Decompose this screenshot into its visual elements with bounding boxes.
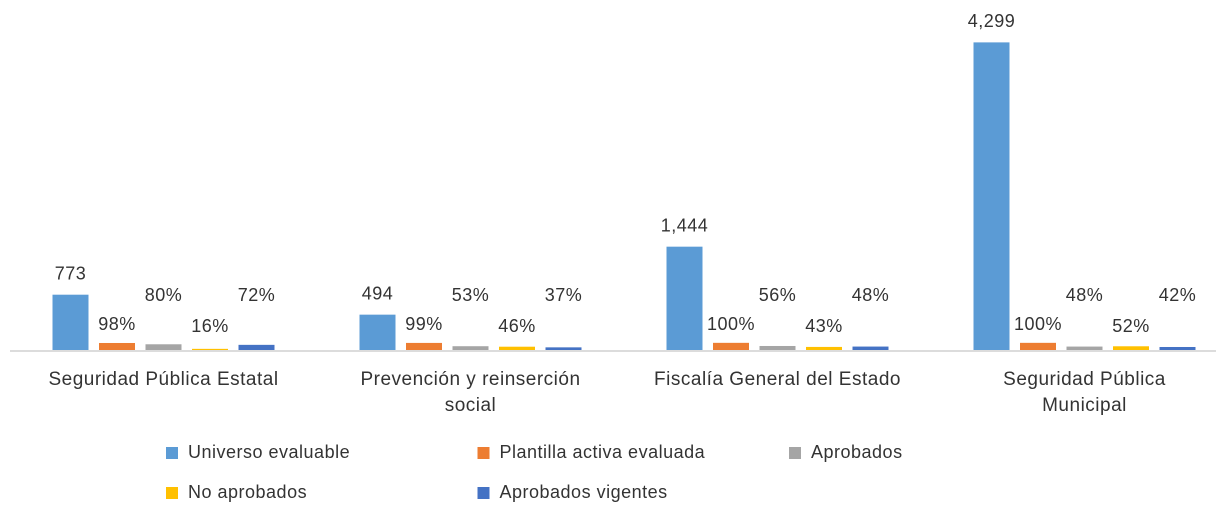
bar: [192, 348, 228, 350]
bar: [1159, 346, 1196, 350]
bar: [145, 344, 182, 350]
data-label: 494: [362, 283, 394, 303]
data-label: 100%: [707, 314, 755, 334]
bar: [713, 342, 749, 350]
legend-swatch: [789, 447, 801, 459]
data-label: 72%: [238, 285, 276, 305]
legend-label: Aprobados: [811, 442, 903, 462]
data-label: 56%: [759, 285, 797, 305]
x-tick-label: Fiscalía General del Estado: [654, 369, 901, 390]
data-label: 37%: [545, 285, 583, 305]
legend-swatch: [166, 487, 178, 499]
x-tick-label: Seguridad Pública Municipal: [1003, 369, 1166, 416]
bar: [52, 294, 89, 350]
data-label: 100%: [1014, 314, 1062, 334]
bar: [545, 347, 582, 350]
bar: [806, 346, 842, 350]
bar: [973, 42, 1010, 351]
legend-swatch: [477, 487, 490, 499]
bar: [238, 344, 275, 350]
x-tick-label: Seguridad Pública Estatal: [48, 369, 279, 390]
bar: [499, 346, 535, 350]
bar: [452, 346, 489, 350]
data-label: 16%: [191, 316, 229, 336]
data-label: 52%: [1112, 316, 1150, 336]
data-label: 48%: [1066, 285, 1104, 305]
data-label: 99%: [405, 314, 443, 334]
bar: [666, 246, 703, 350]
legend-swatch: [477, 447, 490, 459]
x-tick-label: Prevención y reinserción social: [360, 369, 581, 416]
legend-label: Plantilla activa evaluada: [500, 442, 706, 462]
bar: [852, 346, 889, 350]
bar: [1113, 346, 1149, 350]
legend-label: No aprobados: [188, 482, 307, 502]
bar: [1020, 342, 1056, 350]
data-label: 773: [55, 263, 87, 283]
bar: [1066, 346, 1103, 350]
data-label: 46%: [498, 316, 536, 336]
data-label: 1,444: [661, 215, 709, 235]
bar: [406, 342, 442, 350]
data-label: 80%: [145, 285, 183, 305]
bar: [99, 342, 135, 350]
data-label: 42%: [1159, 285, 1197, 305]
bar: [759, 345, 796, 350]
legend-label: Aprobados vigentes: [500, 482, 668, 502]
data-label: 4,299: [968, 11, 1016, 31]
legend-label: Universo evaluable: [188, 442, 350, 462]
data-label: 48%: [852, 285, 890, 305]
data-label: 53%: [452, 285, 490, 305]
bar: [359, 314, 396, 350]
data-label: 98%: [98, 314, 136, 334]
legend-swatch: [166, 447, 178, 459]
data-label: 43%: [805, 316, 843, 336]
